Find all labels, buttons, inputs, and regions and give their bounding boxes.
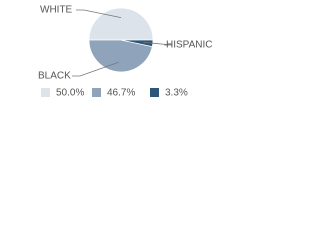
legend-label: 50.0% <box>56 88 84 99</box>
pie-slice <box>88 7 154 41</box>
legend-swatch <box>92 88 101 97</box>
legend-label: 3.3% <box>165 88 188 99</box>
legend-swatch <box>41 88 50 97</box>
legend-label: 46.7% <box>107 88 135 99</box>
leader-line <box>72 61 119 77</box>
pie-slice <box>88 39 153 73</box>
category-label: WHITE <box>40 5 73 16</box>
category-label: BLACK <box>38 71 71 82</box>
leader-line <box>76 9 122 18</box>
chart: WHITE BLACK HISPANIC 50.0% 46.7% 3.3% <box>38 5 213 99</box>
legend-swatch <box>150 88 159 97</box>
category-label: HISPANIC <box>166 40 213 51</box>
leader-line <box>143 41 173 46</box>
